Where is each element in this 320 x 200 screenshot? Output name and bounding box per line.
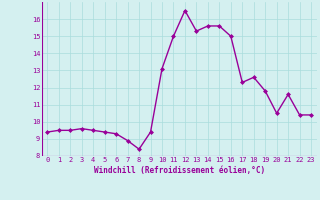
X-axis label: Windchill (Refroidissement éolien,°C): Windchill (Refroidissement éolien,°C) [94, 166, 265, 175]
